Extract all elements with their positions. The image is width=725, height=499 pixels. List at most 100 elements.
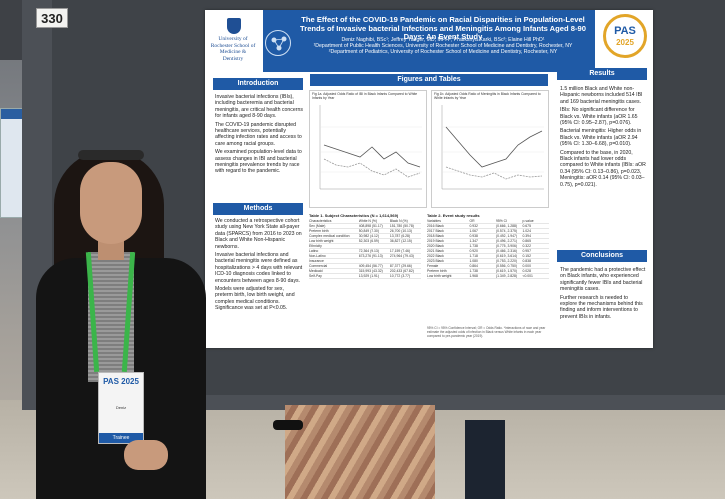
table-row: Low birth weight 52,303 (6.59) 36,827 (12.… (309, 239, 421, 244)
table-2-title: Table 2. Event study results (427, 213, 480, 218)
table-row: 2020 Black 1.738 (0.775, 3.906) 0.322 (427, 244, 549, 249)
figure-1b-title: Fig 1b. Adjusted Odds Ratio of Meningiti… (434, 92, 541, 100)
methods-bullet: Models were adjusted for sex, preterm bi… (215, 286, 295, 312)
results-bullet: Bacterial meningitis: Higher odds in Bla… (560, 128, 642, 148)
table-cell: 315,993 (43.32) (358, 269, 383, 273)
figure-1a: Fig 1a. Adjusted Odds Ratio of IBI in Bl… (309, 90, 427, 208)
table-cell: <0.001 (522, 274, 533, 278)
table-cell: 408,898 (51.17) (358, 224, 383, 228)
table-cell: Insurance (309, 259, 324, 263)
badge-logo: PAS 2025 (103, 377, 139, 386)
presenter-face (80, 162, 142, 244)
sunglasses-icon (78, 150, 144, 160)
table-cell: (0.496, 2.271) (495, 239, 518, 243)
table-cell: 1.347 (469, 239, 478, 243)
table-row: Non-Latino 673,276 (91.13) 274,964 (79.43) (309, 254, 421, 259)
table-cell: (1.349, 2.828) (495, 274, 518, 278)
table-cell: 0.028 (522, 269, 531, 273)
table-cell: 10,772 (3.77) (389, 274, 411, 278)
table-cell: 87,377 (29.66) (389, 264, 412, 268)
table-cell: (0.466, 2.316) (495, 249, 518, 253)
table-cell: 0.000 (522, 264, 531, 268)
table-cell: 1.080 (469, 259, 478, 263)
table-cell: 1.718 (469, 254, 478, 258)
table-cell: OR (469, 219, 475, 223)
table-cell: 0.152 (522, 254, 531, 258)
pas-logo: PAS 2025 (603, 14, 647, 58)
table-row: Self-Pay 13,929 (1.91) 10,772 (3.77) (309, 274, 421, 279)
table-cell (359, 259, 390, 263)
author-list: Deniz Naghibi, BSc¹; Jeffrey Yaeger, MD,… (341, 37, 545, 43)
table-cell: 1.024 (522, 229, 531, 233)
table-row: Sex (Male) 408,898 (51.17) 151,780 (50.78) (309, 224, 421, 229)
table-cell: 0.938 (469, 234, 478, 238)
table-cell: Ethnicity (309, 244, 322, 248)
pas-logo-text: PAS (614, 25, 636, 37)
table-1: Table 1. Subject Characteristics (N = 1,… (309, 213, 421, 323)
table-cell: 1.067 (469, 229, 478, 233)
table-row: 2018 Black 0.938 (0.492, 1.947) 0.394 (427, 234, 549, 239)
table-cell: Non-Latino (309, 254, 326, 258)
results-bullet: IBIs: No significant difference for Blac… (560, 107, 638, 127)
table-cell: Black N (%) (389, 219, 408, 223)
table-row: Characteristics White N (%) Black N (%) (309, 219, 421, 224)
table-cell: Self-Pay (309, 274, 322, 278)
table-cell: (0.619, 1.570) (495, 269, 518, 273)
table-cell: 26,700 (10.13) (389, 229, 412, 233)
visitor-legs (465, 420, 505, 499)
table-2: Table 2. Event study results Variables OR… (427, 213, 549, 323)
table-cell: Low birth weight (427, 274, 452, 278)
table-cell: Medicaid (309, 269, 323, 273)
conclusions-text: The pandemic had a protective effect on … (560, 267, 646, 322)
results-text: 1.5 million Black and White non-Hispanic… (560, 86, 646, 190)
affiliation-2: ²Department of Pediatrics, University of… (328, 49, 558, 56)
table-cell: 0.920 (469, 249, 478, 253)
figures-heading: Figures and Tables (310, 74, 548, 86)
introduction-bullet: Invasive bacterial infections (IBIs), in… (215, 94, 303, 120)
table-cell: 0.932 (469, 224, 478, 228)
research-poster: University of Rochester School of Medici… (205, 10, 653, 348)
table-cell (390, 259, 421, 263)
side-poster-header-bar (1, 109, 41, 119)
table-cell: Low birth weight (309, 239, 334, 243)
visitor-patterned-dress (285, 405, 435, 499)
table-cell: 0.865 (522, 239, 531, 243)
table-cell: 2016 Black (427, 224, 444, 228)
table-2-body: Variables OR 95% CI p-value 2016 Black 0.932 (… (427, 219, 549, 279)
figure-1a-title: Fig 1a. Adjusted Odds Ratio of IBI in Bl… (312, 92, 418, 100)
table-cell: 30,982 (4.12) (358, 234, 379, 238)
table-row: 2022 Black 1.718 (0.619, 3.614) 0.152 (427, 254, 549, 259)
table-cell: 0.675 (522, 224, 531, 228)
table-cell: 2020 Black (427, 244, 444, 248)
table-row: 2016 Black 0.932 (0.666, 1.288) 0.675 (427, 224, 549, 229)
table-cell: (0.556, 0.750) (495, 264, 518, 268)
table-row: Insurance (309, 259, 421, 264)
table-cell: 52,303 (6.59) (358, 239, 379, 243)
table-cell: (0.775, 3.906) (495, 244, 518, 248)
table-cell: p-value (522, 219, 534, 223)
affiliation-1: ¹Department of Public Health Sciences, U… (313, 43, 573, 50)
table-cell: 0.838 (522, 259, 531, 263)
badge-name: Deniz (115, 405, 127, 410)
introduction-bullet: We examined population-level data to ass… (215, 149, 302, 175)
table-cell: Preterm birth (309, 229, 329, 233)
results-bullet: Compared to the base, in 2020, Black inf… (560, 149, 646, 188)
visitor-shoe (273, 420, 303, 430)
results-bullet: 1.5 million Black and White non-Hispanic… (560, 86, 643, 105)
badge-role: Trainee (99, 433, 143, 443)
methods-heading: Methods (213, 203, 303, 215)
table-cell: 274,964 (79.43) (389, 254, 414, 258)
university-logo: University of Rochester School of Medici… (209, 18, 257, 66)
table-row: Complex medical condition 30,982 (4.12) 13… (309, 234, 421, 239)
table-cell (359, 244, 390, 248)
table-cell (390, 244, 421, 248)
table-cell: 13,929 (1.91) (358, 274, 379, 278)
introduction-heading: Introduction (213, 78, 303, 90)
table-row: 2017 Black 1.067 (0.574, 2.375) 1.024 (427, 229, 549, 234)
presenter-hands (124, 440, 168, 470)
university-logo-text: University of Rochester School of Medici… (210, 36, 256, 62)
table-1-body: Characteristics White N (%) Black N (%) Sex… (309, 219, 421, 279)
table-cell: 673,276 (91.13) (358, 254, 383, 258)
table-cell: 151,780 (50.78) (389, 224, 414, 228)
table-row: Low birth weight 1.968 (1.349, 2.828) <0.00… (427, 274, 549, 279)
